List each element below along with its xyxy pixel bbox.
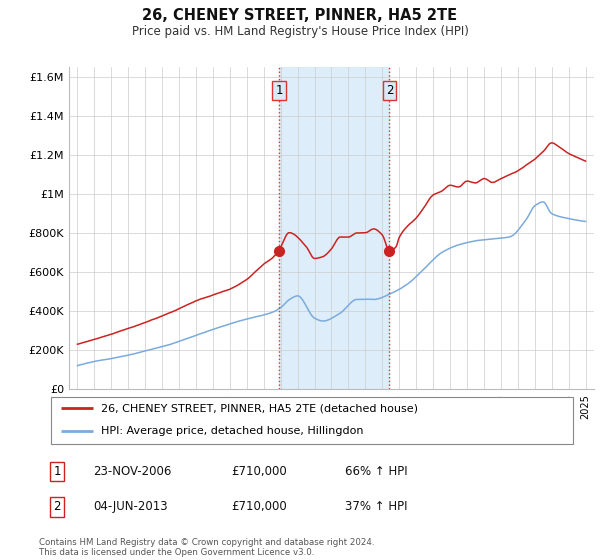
Text: Contains HM Land Registry data © Crown copyright and database right 2024.
This d: Contains HM Land Registry data © Crown c… xyxy=(39,538,374,557)
Text: 26, CHENEY STREET, PINNER, HA5 2TE (detached house): 26, CHENEY STREET, PINNER, HA5 2TE (deta… xyxy=(101,403,418,413)
Text: 1: 1 xyxy=(275,84,283,97)
Bar xyxy=(279,67,389,389)
Text: 2: 2 xyxy=(53,500,61,514)
Text: 04-JUN-2013: 04-JUN-2013 xyxy=(93,500,167,514)
Text: 1: 1 xyxy=(53,465,61,478)
Text: 37% ↑ HPI: 37% ↑ HPI xyxy=(345,500,407,514)
Text: £710,000: £710,000 xyxy=(231,465,287,478)
FancyBboxPatch shape xyxy=(50,397,574,444)
Text: Price paid vs. HM Land Registry's House Price Index (HPI): Price paid vs. HM Land Registry's House … xyxy=(131,25,469,38)
Text: 66% ↑ HPI: 66% ↑ HPI xyxy=(345,465,407,478)
Text: 2: 2 xyxy=(386,84,393,97)
Text: HPI: Average price, detached house, Hillingdon: HPI: Average price, detached house, Hill… xyxy=(101,426,364,436)
Text: 26, CHENEY STREET, PINNER, HA5 2TE: 26, CHENEY STREET, PINNER, HA5 2TE xyxy=(142,8,458,24)
Text: 23-NOV-2006: 23-NOV-2006 xyxy=(93,465,172,478)
Text: £710,000: £710,000 xyxy=(231,500,287,514)
